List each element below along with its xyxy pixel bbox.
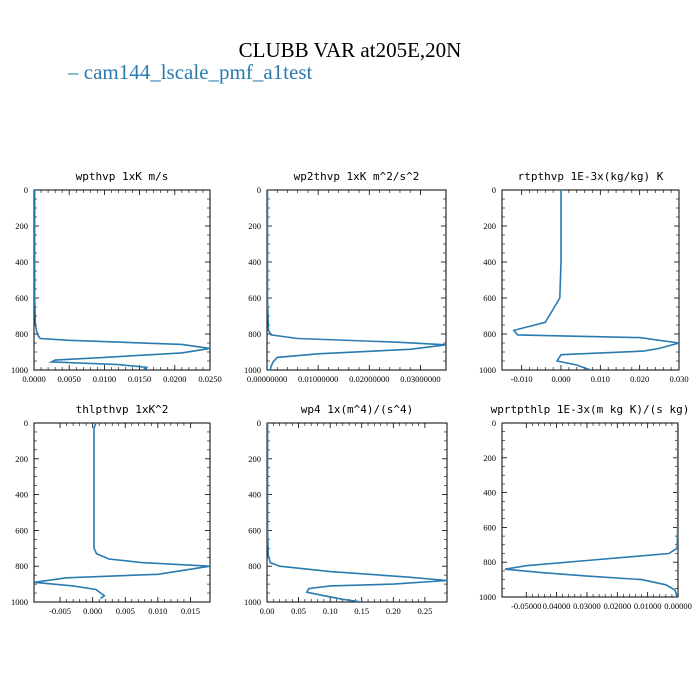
y-tick-label: 400	[248, 257, 261, 267]
figure-title: CLUBB VAR at205E,20N	[238, 38, 462, 62]
y-tick-label: 0	[257, 185, 261, 195]
x-tick-label: 0.15	[354, 606, 369, 616]
series-line	[267, 190, 446, 370]
x-tick-label: 0.005	[116, 606, 135, 616]
y-tick-label: 600	[483, 522, 496, 532]
panel-title: wp4 1x(m^4)/(s^4)	[301, 403, 414, 416]
x-tick-label: 0.01000000	[298, 374, 338, 384]
x-tick-label: 0.0150	[128, 374, 151, 384]
y-tick-label: 1000	[244, 365, 261, 375]
x-tick-label: 0.015	[181, 606, 200, 616]
y-tick-label: 200	[15, 221, 28, 231]
x-tick-label: 0.25	[417, 606, 432, 616]
y-tick-label: 200	[483, 453, 496, 463]
panel-title: rtpthvp 1E-3x(kg/kg) K	[518, 170, 664, 183]
x-tick-label: 0.0200	[163, 374, 186, 384]
y-tick-label: 200	[483, 221, 496, 231]
y-tick-label: 0	[24, 185, 28, 195]
y-tick-label: 400	[483, 257, 496, 267]
x-tick-label: 0.00000000	[247, 374, 287, 384]
x-tick-label: 0.0000	[22, 374, 45, 384]
x-tick-label: 0.010	[148, 606, 167, 616]
y-tick-label: 800	[15, 329, 28, 339]
y-tick-label: 1000	[11, 597, 28, 607]
panel-3: rtpthvp 1E-3x(kg/kg) K 0 200 400 600 800 1000 -…	[479, 170, 689, 384]
legend: – cam144_lscale_pmf_a1test	[68, 60, 312, 85]
x-tick-label: 0.0250	[198, 374, 221, 384]
x-tick-label: -0.05000	[511, 601, 541, 611]
x-tick-label: -0.010	[511, 374, 533, 384]
y-tick-label: 800	[248, 329, 261, 339]
y-tick-label: 600	[15, 293, 28, 303]
plot-frame	[266, 422, 448, 603]
x-tick-label: 0.020	[630, 374, 649, 384]
y-tick-label: 0	[492, 185, 496, 195]
series-line	[512, 190, 679, 370]
series-line	[504, 423, 678, 597]
panel-title: wprtpthlp 1E-3x(m kg K)/(s kg)	[491, 403, 690, 416]
y-tick-label: 1000	[11, 365, 28, 375]
y-tick-label: 400	[15, 490, 28, 500]
x-tick-label: 0.010	[591, 374, 610, 384]
x-tick-label: 0.10	[323, 606, 338, 616]
y-tick-label: 400	[15, 257, 28, 267]
plot-frame	[501, 189, 680, 371]
y-tick-label: 400	[483, 488, 496, 498]
y-tick-label: 600	[15, 525, 28, 535]
series-line	[34, 423, 210, 600]
x-tick-label: 0.02000000	[349, 374, 389, 384]
x-tick-label: 0.00	[260, 606, 275, 616]
x-tick-label: 0.02000	[603, 601, 631, 611]
y-tick-label: 600	[483, 293, 496, 303]
y-tick-label: 1000	[479, 365, 496, 375]
y-tick-label: 200	[248, 221, 261, 231]
y-tick-label: 200	[248, 454, 261, 464]
panel-title: thlpthvp 1xK^2	[76, 403, 169, 416]
x-tick-label: 0.000	[83, 606, 102, 616]
panel-1: wpthvp 1xK m/s 0 200 400 600 800 10000.0000 0.0…	[11, 170, 222, 384]
panel-5: wp4 1x(m^4)/(s^4) 0 200 400 600 800 10000.00 0.…	[244, 403, 448, 616]
y-tick-label: 0	[24, 418, 28, 428]
y-tick-label: 1000	[244, 597, 261, 607]
y-tick-label: 0	[492, 418, 496, 428]
x-tick-label: 0.0050	[58, 374, 81, 384]
y-tick-label: 800	[15, 561, 28, 571]
x-tick-label: 0.05	[291, 606, 306, 616]
x-tick-label: 0.030	[669, 374, 688, 384]
x-tick-label: 0.00000	[664, 601, 692, 611]
x-tick-label: -0.005	[49, 606, 71, 616]
y-tick-label: 1000	[479, 592, 496, 602]
panel-6: wprtpthlp 1E-3x(m kg K)/(s kg) 0 200 400 600…	[479, 403, 692, 611]
y-tick-label: 600	[248, 525, 261, 535]
x-tick-label: 0.03000000	[400, 374, 440, 384]
legend-line-marker: –	[68, 60, 79, 84]
y-tick-label: 800	[248, 561, 261, 571]
y-tick-label: 0	[257, 418, 261, 428]
legend-series-label: cam144_lscale_pmf_a1test	[83, 60, 313, 84]
y-tick-label: 400	[248, 490, 261, 500]
y-tick-label: 800	[483, 557, 496, 567]
panel-2: wp2thvp 1xK m^2/s^2 0 200 400 600 800 10000.00…	[244, 170, 447, 384]
x-tick-label: 0.04000	[543, 601, 571, 611]
series-line	[267, 423, 447, 602]
panel-4: thlpthvp 1xK^2 0 200 400 600 800 1000 -0.005 0.0…	[11, 403, 211, 616]
panel-title: wp2thvp 1xK m^2/s^2	[294, 170, 420, 183]
x-tick-label: 0.20	[386, 606, 401, 616]
x-tick-label: 0.03000	[573, 601, 601, 611]
panel-title: wpthvp 1xK m/s	[76, 170, 169, 183]
x-tick-label: 0.0100	[93, 374, 116, 384]
y-tick-label: 200	[15, 454, 28, 464]
y-tick-label: 600	[248, 293, 261, 303]
x-tick-label: 0.01000	[634, 601, 662, 611]
series-line	[34, 190, 210, 370]
x-tick-label: 0.000	[551, 374, 570, 384]
y-tick-label: 800	[483, 329, 496, 339]
